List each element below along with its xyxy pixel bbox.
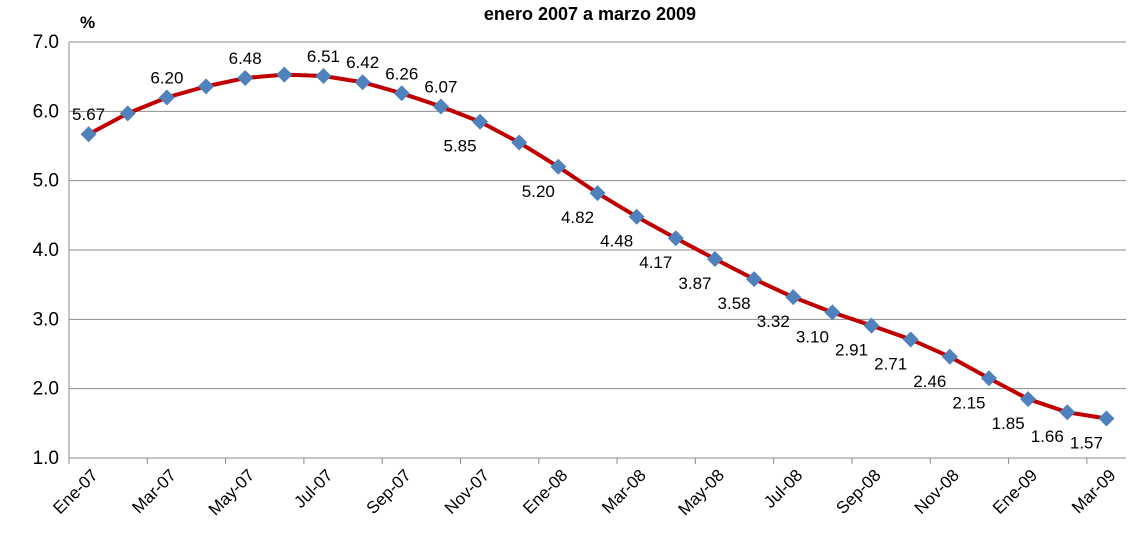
marker xyxy=(315,67,332,84)
data-label: 2.46 xyxy=(913,372,946,391)
line xyxy=(87,72,1107,421)
data-label: 5.85 xyxy=(444,137,477,156)
x-tick-label: Nov-08 xyxy=(911,466,963,518)
y-tick-label: 7.0 xyxy=(33,32,59,53)
marker xyxy=(941,348,958,365)
marker xyxy=(628,208,645,225)
data-label: 6.07 xyxy=(424,77,457,96)
x-tick-label: Jul-07 xyxy=(290,466,336,512)
y-tick-label: 6.0 xyxy=(33,101,59,122)
y-tick-label: 4.0 xyxy=(33,240,59,261)
chart-title: enero 2007 a marzo 2009 xyxy=(484,4,696,24)
x-tick-label: Mar-08 xyxy=(598,466,650,518)
data-label: 3.58 xyxy=(718,294,751,313)
x-tick-label: Nov-07 xyxy=(441,466,493,518)
data-label: 6.51 xyxy=(307,47,340,66)
data-label: 3.32 xyxy=(757,312,790,331)
data-label: 4.82 xyxy=(561,208,594,227)
marker xyxy=(589,185,606,202)
marker xyxy=(119,105,136,122)
x-tick-label: Ene-07 xyxy=(49,466,101,518)
marker xyxy=(550,158,567,175)
y-tick-label: 5.0 xyxy=(33,171,59,192)
x-tick-label: Ene-09 xyxy=(989,466,1041,518)
marker xyxy=(511,134,528,151)
y-axis-label: % xyxy=(80,13,95,32)
x-tick-label: Ene-08 xyxy=(519,466,571,518)
x-tick-label: Sep-08 xyxy=(832,466,884,518)
data-label: 2.91 xyxy=(835,341,868,360)
data-label: 5.20 xyxy=(522,182,555,201)
data-label: 6.42 xyxy=(346,53,379,72)
marker xyxy=(863,317,880,334)
marker xyxy=(80,126,97,143)
marker xyxy=(237,70,254,87)
data-label: 6.26 xyxy=(385,64,418,83)
marker xyxy=(706,251,723,268)
data-label: 2.15 xyxy=(952,393,985,412)
marker xyxy=(1059,404,1076,421)
marker xyxy=(667,230,684,247)
y-tick-label: 3.0 xyxy=(33,309,59,330)
marker xyxy=(432,98,449,115)
x-tick-label: Sep-07 xyxy=(363,466,415,518)
marker xyxy=(1098,410,1115,427)
y-tick-label: 2.0 xyxy=(33,379,59,400)
marker xyxy=(902,331,919,348)
data-label: 6.20 xyxy=(150,68,183,87)
data-label: 4.17 xyxy=(639,253,672,272)
marker xyxy=(472,113,489,130)
data-label: 3.87 xyxy=(678,274,711,293)
data-label: 3.10 xyxy=(796,327,829,346)
data-label: 6.48 xyxy=(229,49,262,68)
marker xyxy=(824,304,841,321)
marker xyxy=(158,89,175,106)
x-tick-label: Jul-08 xyxy=(760,466,806,512)
marker xyxy=(980,370,997,387)
marker xyxy=(746,271,763,288)
x-tick-label: Mar-09 xyxy=(1068,466,1120,518)
marker xyxy=(198,78,215,95)
data-label: 2.71 xyxy=(874,354,907,373)
x-tick-label: May-08 xyxy=(674,466,728,520)
data-label: 1.57 xyxy=(1070,433,1103,452)
marker xyxy=(785,289,802,306)
data-label: 1.66 xyxy=(1031,427,1064,446)
marker xyxy=(354,74,371,91)
data-label: 1.85 xyxy=(992,414,1025,433)
marker xyxy=(1020,391,1037,408)
y-tick-label: 1.0 xyxy=(33,448,59,469)
x-tick-label: May-07 xyxy=(205,466,259,520)
marker xyxy=(276,66,293,83)
marker xyxy=(393,85,410,102)
data-label: 5.67 xyxy=(72,105,105,124)
x-tick-label: Mar-07 xyxy=(128,466,180,518)
data-label: 4.48 xyxy=(600,232,633,251)
